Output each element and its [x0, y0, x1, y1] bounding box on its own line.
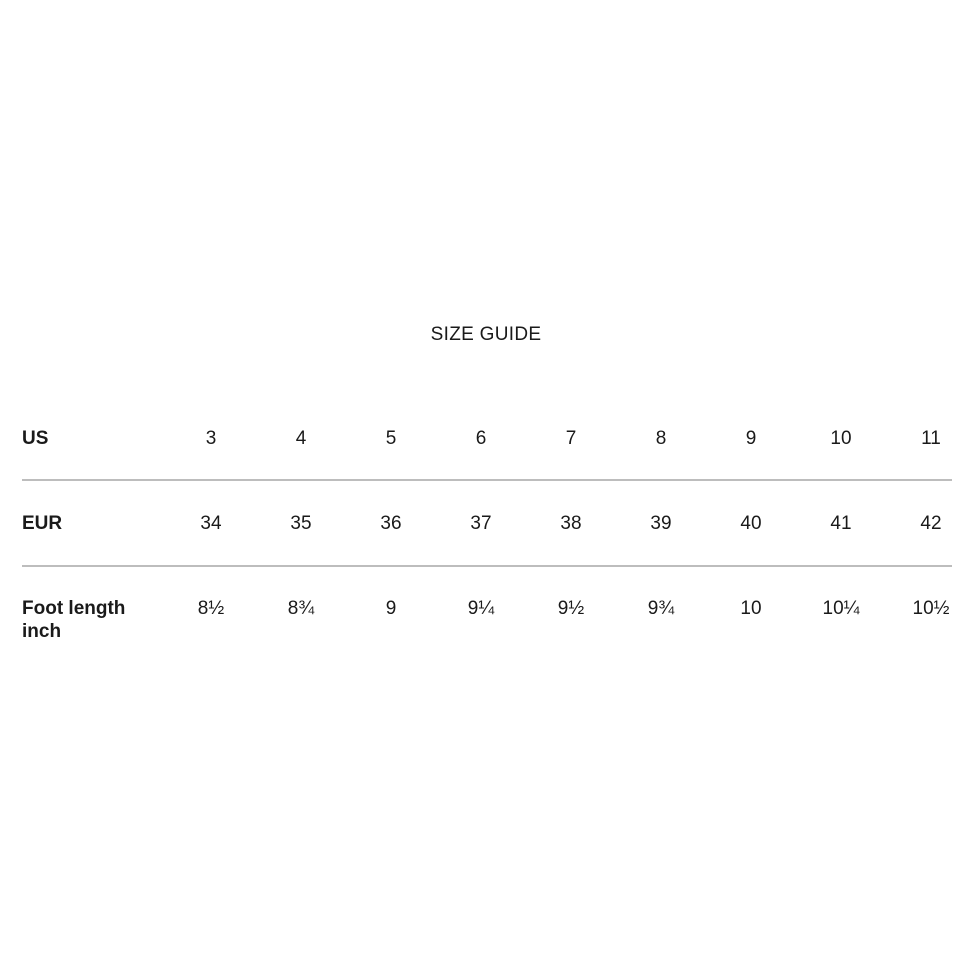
- row-divider: [22, 565, 952, 567]
- foot-length-cell: 10¼: [822, 598, 860, 619]
- page-title: SIZE GUIDE: [430, 324, 542, 345]
- us-size-cell: 5: [385, 428, 397, 449]
- us-size-cell: 3: [205, 428, 217, 449]
- foot-length-cell: 8½: [197, 598, 225, 619]
- eur-size-cell: 40: [740, 512, 762, 534]
- us-size-cell: 10: [830, 428, 852, 449]
- row-label-foot-length: Foot length inch: [22, 598, 126, 642]
- eur-size-cell: 38: [560, 512, 582, 534]
- foot-length-cell: 8¾: [287, 598, 315, 619]
- table-row-foot-length: Foot length inch 8½ 8¾ 9 9¼ 9½ 9¾ 10 10¼…: [22, 567, 972, 643]
- us-size-cell: 8: [655, 428, 667, 449]
- foot-length-cell: 9½: [557, 598, 585, 619]
- foot-length-cell: 9¼: [467, 598, 495, 619]
- foot-length-cell: 9: [385, 598, 397, 619]
- row-label-eur: EUR: [22, 512, 63, 534]
- eur-size-cell: 36: [380, 512, 402, 534]
- table-row-us: US 3 4 5 6 7 8 9 10 11: [22, 398, 972, 479]
- us-size-cell: 7: [565, 428, 577, 449]
- foot-length-cell: 9¾: [647, 598, 675, 619]
- eur-size-cell: 41: [830, 512, 852, 534]
- eur-size-cell: 35: [290, 512, 312, 534]
- size-guide-table: US 3 4 5 6 7 8 9 10 11 EUR 34 35 36 37 3…: [22, 398, 972, 643]
- table-row-eur: EUR 34 35 36 37 38 39 40 41 42: [22, 481, 972, 565]
- us-size-cell: 4: [295, 428, 307, 449]
- us-size-cell: 6: [475, 428, 487, 449]
- eur-size-cell: 42: [920, 512, 942, 534]
- row-label-us: US: [22, 428, 49, 449]
- foot-length-cell: 10: [740, 598, 762, 619]
- eur-size-cell: 37: [470, 512, 492, 534]
- us-size-cell: 11: [921, 428, 941, 449]
- eur-size-cell: 39: [650, 512, 672, 534]
- eur-size-cell: 34: [200, 512, 222, 534]
- foot-length-cell: 10½: [912, 598, 950, 619]
- us-size-cell: 9: [745, 428, 757, 449]
- row-divider: [22, 479, 952, 481]
